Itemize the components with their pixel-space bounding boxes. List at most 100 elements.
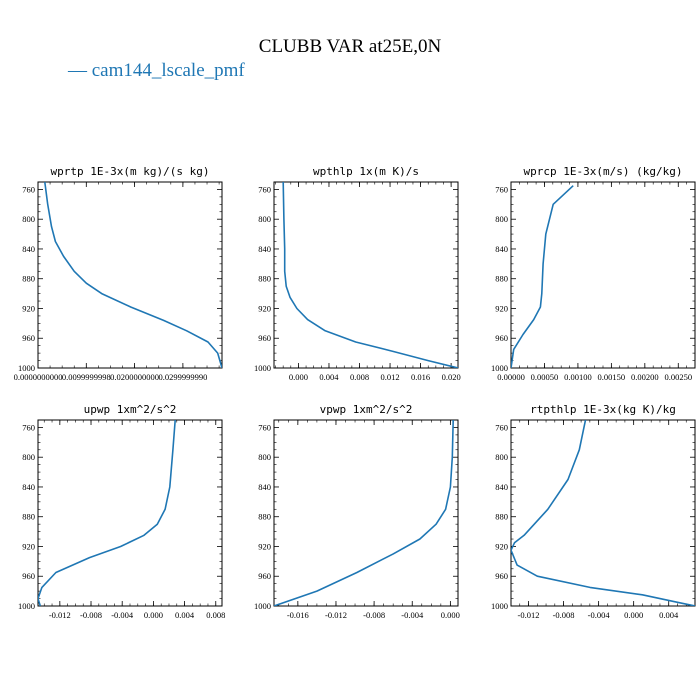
panel-title: rtpthlp 1E-3x(kg K)/kg (530, 403, 676, 416)
x-tick-label: 0.0299999990 (158, 372, 207, 382)
y-tick-label: 960 (22, 333, 35, 343)
y-tick-label: 800 (495, 214, 508, 224)
y-tick-label: 880 (22, 512, 35, 522)
y-tick-label: 960 (495, 571, 508, 581)
y-tick-label: 920 (22, 303, 35, 313)
y-tick-label: 960 (258, 571, 271, 581)
y-tick-label: 800 (258, 214, 271, 224)
plot-frame (273, 181, 459, 369)
x-tick-label: 0.004 (319, 372, 339, 382)
x-tick-label: 0.0200000000 (110, 372, 159, 382)
plot-frame (37, 181, 223, 369)
y-tick-label: 760 (22, 422, 35, 432)
series-line (511, 185, 574, 368)
plot-frame (510, 419, 696, 607)
y-tick-label: 920 (258, 303, 271, 313)
y-tick-label: 880 (22, 274, 35, 284)
y-tick-label: 1000 (491, 363, 508, 373)
y-tick-label: 880 (258, 274, 271, 284)
x-tick-label: 0.0099999998 (62, 372, 111, 382)
x-tick-label: -0.008 (553, 610, 575, 620)
x-tick-label: 0.016 (411, 372, 430, 382)
panel-title: wprtp 1E-3x(m kg)/(s kg) (51, 165, 210, 178)
y-tick-label: 760 (22, 184, 35, 194)
y-tick-label: 1000 (254, 363, 271, 373)
page-title: CLUBB VAR at25E,0N (258, 36, 442, 57)
x-tick-label: 0.008 (206, 610, 225, 620)
chart-panel: vpwp 1xm^2/s^2 760 800 840 880 920 960 1000 -0.0… (254, 403, 460, 620)
y-tick-label: 920 (258, 541, 271, 551)
x-tick-label: -0.004 (588, 610, 611, 620)
y-tick-label: 840 (495, 244, 508, 254)
x-tick-label: 0.0000000000 (14, 372, 63, 382)
y-tick-label: 760 (258, 184, 271, 194)
y-tick-label: 760 (495, 184, 508, 194)
y-tick-label: 800 (22, 452, 35, 462)
x-tick-label: -0.012 (49, 610, 71, 620)
x-tick-label: 0.012 (380, 372, 399, 382)
legend-entry: — cam144_lscale_pmf (68, 60, 245, 81)
series-line (38, 420, 176, 606)
y-tick-label: 920 (495, 303, 508, 313)
plot-frame (273, 419, 459, 607)
series-line (274, 420, 454, 606)
x-tick-label: -0.008 (363, 610, 385, 620)
x-tick-label: 0.00050 (531, 372, 559, 382)
y-tick-label: 840 (22, 482, 35, 492)
y-tick-label: 760 (258, 422, 271, 432)
x-tick-label: 0.00000 (497, 372, 525, 382)
y-tick-label: 1000 (18, 363, 35, 373)
y-tick-label: 1000 (254, 601, 271, 611)
y-tick-label: 960 (22, 571, 35, 581)
x-tick-label: 0.000 (289, 372, 308, 382)
x-tick-label: -0.016 (287, 610, 309, 620)
y-tick-label: 920 (495, 541, 508, 551)
y-tick-label: 880 (258, 512, 271, 522)
panel-title: upwp 1xm^2/s^2 (84, 403, 177, 416)
chart-panel: rtpthlp 1E-3x(kg K)/kg 760 800 840 880 920 960… (491, 403, 696, 620)
y-tick-label: 880 (495, 512, 508, 522)
y-tick-label: 800 (22, 214, 35, 224)
series-line (282, 182, 458, 368)
y-tick-label: 840 (495, 482, 508, 492)
y-tick-label: 840 (258, 482, 271, 492)
x-tick-label: 0.020 (442, 372, 461, 382)
y-tick-label: 960 (495, 333, 508, 343)
series-line (511, 420, 695, 606)
plot-frame (510, 181, 696, 369)
x-tick-label: 0.004 (175, 610, 195, 620)
chart-panel: wprtp 1E-3x(m kg)/(s kg) 760 800 840 880 920 9… (14, 165, 223, 382)
panel-title: vpwp 1xm^2/s^2 (320, 403, 413, 416)
x-tick-label: 0.000 (624, 610, 643, 620)
y-tick-label: 880 (495, 274, 508, 284)
panel-title: wprcp 1E-3x(m/s) (kg/kg) (524, 165, 683, 178)
chart-panel: wpthlp 1x(m K)/s 760 800 840 880 920 960 1000 0.… (254, 165, 461, 382)
y-tick-label: 800 (258, 452, 271, 462)
y-tick-label: 760 (495, 422, 508, 432)
x-tick-label: -0.004 (111, 610, 134, 620)
x-tick-label: 0.004 (659, 610, 679, 620)
x-tick-label: 0.00100 (564, 372, 592, 382)
x-tick-label: -0.008 (80, 610, 102, 620)
y-tick-label: 1000 (491, 601, 508, 611)
chart-panel: wprcp 1E-3x(m/s) (kg/kg) 760 800 840 880 920 9… (491, 165, 696, 382)
plot-frame (37, 419, 223, 607)
y-tick-label: 960 (258, 333, 271, 343)
y-tick-label: 800 (495, 452, 508, 462)
x-tick-label: 0.008 (350, 372, 369, 382)
x-tick-label: -0.012 (325, 610, 347, 620)
panel-title: wpthlp 1x(m K)/s (313, 165, 419, 178)
y-tick-label: 840 (22, 244, 35, 254)
chart-panel: upwp 1xm^2/s^2 760 800 840 880 920 960 1000 -0.0… (18, 403, 225, 620)
y-tick-label: 1000 (18, 601, 35, 611)
y-tick-label: 920 (22, 541, 35, 551)
x-tick-label: -0.004 (401, 610, 424, 620)
series-line (44, 182, 222, 368)
x-tick-label: 0.00200 (631, 372, 659, 382)
x-tick-label: 0.000 (441, 610, 460, 620)
x-tick-label: -0.012 (518, 610, 540, 620)
y-tick-label: 840 (258, 244, 271, 254)
x-tick-label: 0.00150 (598, 372, 626, 382)
x-tick-label: 0.00250 (664, 372, 692, 382)
